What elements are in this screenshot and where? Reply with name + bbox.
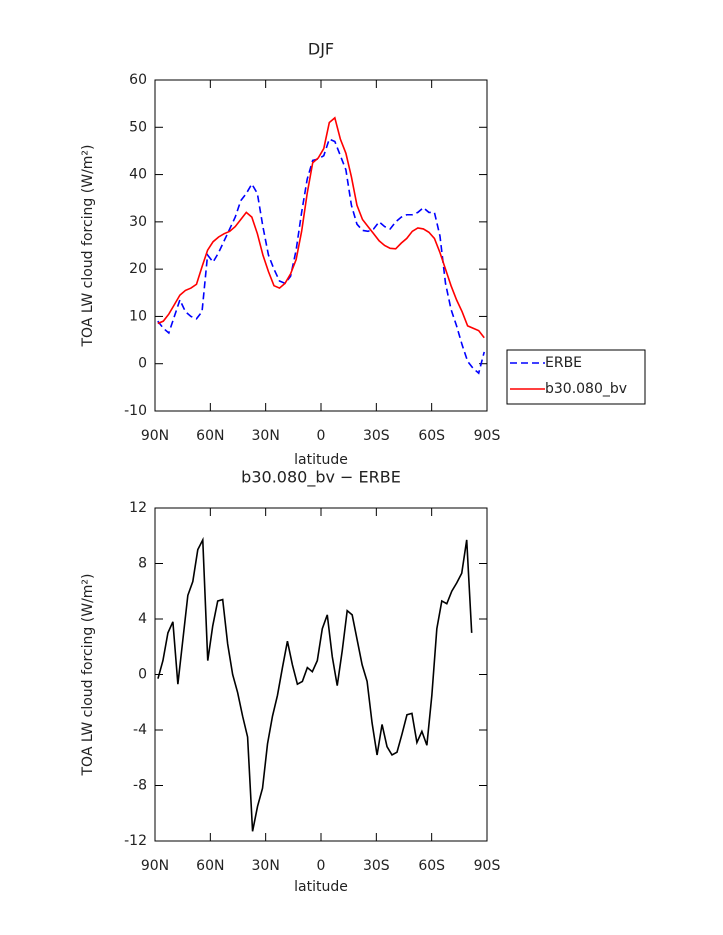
x-tick-label: 90S	[474, 428, 501, 444]
y-tick-label: -10	[124, 403, 147, 419]
x-tick-label: 90N	[141, 428, 169, 444]
data-line	[157, 138, 486, 375]
y-tick-label: 30	[129, 214, 147, 230]
plot-frame	[154, 79, 488, 412]
x-tick-label: 30N	[252, 858, 280, 874]
data-line	[157, 536, 473, 832]
y-tick-label: 20	[129, 261, 147, 277]
x-tick-label: 60S	[418, 858, 445, 874]
x-axis-label: latitude	[294, 879, 348, 895]
x-tick-label: 30S	[363, 858, 390, 874]
y-tick-label: 0	[138, 356, 147, 372]
y-tick-label: 8	[138, 556, 147, 572]
plot-frame	[154, 507, 488, 842]
x-tick-label: 30N	[252, 428, 280, 444]
y-tick-label: -4	[133, 722, 147, 738]
x-tick-label: 0	[317, 858, 326, 874]
x-tick-label: 60N	[196, 428, 224, 444]
legend-label: ERBE	[545, 355, 582, 371]
x-tick-label: 30S	[363, 428, 390, 444]
chart-title: DJF	[308, 40, 334, 59]
y-tick-label: -8	[133, 778, 147, 794]
y-axis-label: TOA LW cloud forcing (W/m²)	[80, 145, 96, 348]
y-tick-label: 10	[129, 308, 147, 324]
y-axis-label: TOA LW cloud forcing (W/m²)	[80, 574, 96, 777]
y-tick-label: -12	[124, 833, 147, 849]
legend-box	[506, 349, 646, 405]
y-tick-label: 50	[129, 119, 147, 135]
y-tick-label: 40	[129, 167, 147, 183]
y-tick-label: 60	[129, 72, 147, 88]
x-tick-label: 90N	[141, 858, 169, 874]
x-tick-label: 60S	[418, 428, 445, 444]
y-tick-label: 4	[138, 611, 147, 627]
x-tick-label: 0	[317, 428, 326, 444]
y-tick-label: 12	[129, 500, 147, 516]
y-tick-label: 0	[138, 667, 147, 683]
x-tick-label: 60N	[196, 858, 224, 874]
x-tick-label: 90S	[474, 858, 501, 874]
data-line	[157, 116, 485, 339]
legend-label: b30.080_bv	[545, 381, 627, 397]
x-axis-label: latitude	[294, 452, 348, 468]
chart-title: b30.080_bv − ERBE	[241, 468, 401, 488]
